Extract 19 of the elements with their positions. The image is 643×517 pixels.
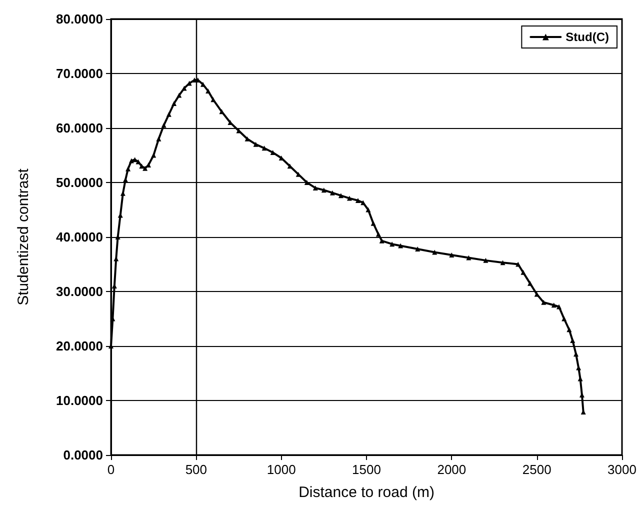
y-tick-label: 50.0000 — [56, 175, 103, 190]
x-axis-title: Distance to road (m) — [298, 484, 434, 501]
x-tick-label: 1000 — [266, 462, 296, 477]
x-tick-label: 3000 — [608, 462, 636, 477]
x-tick-label: 500 — [185, 462, 208, 477]
legend-label: Stud(C) — [566, 30, 610, 44]
y-tick-label: 40.0000 — [56, 230, 103, 244]
y-tick-label: 10.0000 — [56, 393, 103, 408]
y-tick-label: 80.0000 — [56, 12, 103, 26]
x-tick-label: 2500 — [522, 462, 552, 477]
x-tick-label: 0 — [107, 462, 115, 477]
y-tick-label: 60.0000 — [56, 120, 103, 136]
x-tick-label: 1500 — [352, 462, 381, 477]
y-tick-label: 20.0000 — [56, 338, 103, 354]
y-tick-label: 70.0000 — [56, 66, 103, 81]
y-tick-label: 0.0000 — [63, 448, 103, 462]
x-tick-label: 2000 — [437, 462, 466, 477]
y-axis-title: Studentized contrast — [15, 168, 32, 306]
y-tick-label: 30.0000 — [56, 284, 103, 299]
